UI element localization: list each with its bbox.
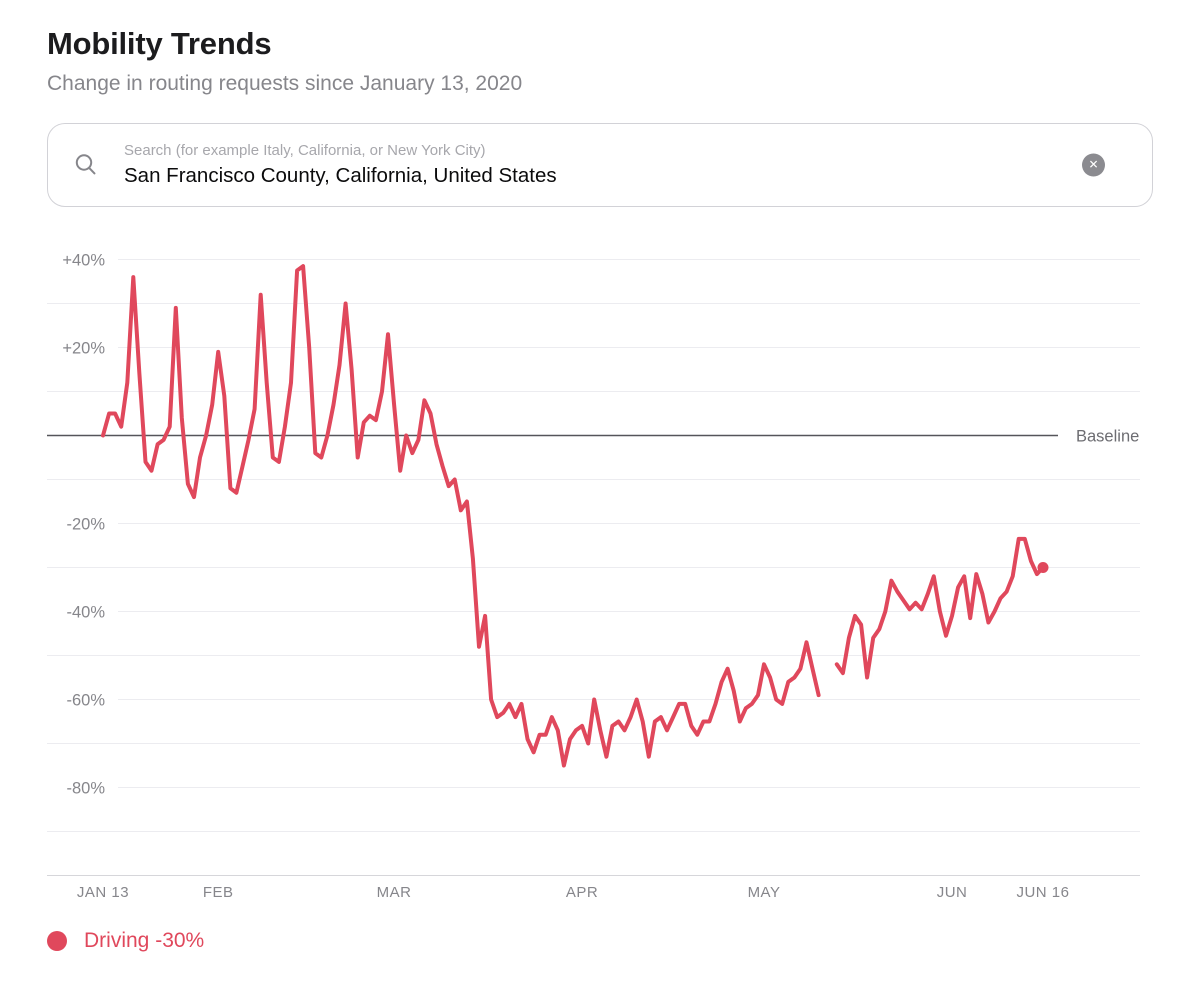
clear-search-button[interactable]: ✕ [1082,153,1105,177]
x-axis-label: JUN 16 [1016,884,1069,901]
page-title: Mobility Trends [47,26,272,61]
y-axis-label: -40% [66,603,105,621]
x-axis-label: APR [566,884,598,901]
driving-trend-chart-svg[interactable]: +40% +20% Baseline -20% -40% -60% -80% JAN 13 FE… [0,230,1200,920]
search-placeholder-caption: Search (for example Italy, California, o… [124,142,486,159]
x-axis-label: JAN 13 [77,884,129,901]
x-axis-label: MAY [748,884,781,901]
y-axis-label: +40% [62,251,105,269]
x-axis-label: MAR [377,884,412,901]
driving-legend-label: Driving [84,929,150,952]
x-axis-label: FEB [203,884,234,901]
driving-legend-value: -30% [155,929,205,952]
page-subtitle: Change in routing requests since January… [47,72,523,95]
search-field-group: Search (for example Italy, California, o… [124,142,1152,188]
search-input[interactable] [124,163,1024,188]
search-icon [73,152,99,178]
x-axis-label: JUN [937,884,968,901]
line-end-dot [1037,562,1049,573]
chart-legend: Driving -30% [47,929,204,953]
y-axis-label: -20% [66,515,105,533]
driving-trend-line[interactable] [101,264,1045,768]
driving-legend-dot [47,931,67,951]
y-axis-label: -80% [66,779,105,797]
y-axis-label: +20% [62,339,105,357]
search-box[interactable]: Search (for example Italy, California, o… [47,123,1153,207]
y-axis-label: -60% [66,691,105,709]
driving-legend-text: Driving -30% [84,929,204,953]
mobility-chart[interactable]: +40% +20% Baseline -20% -40% -60% -80% JAN 13 FE… [0,230,1200,920]
baseline-label: Baseline [1076,427,1139,445]
